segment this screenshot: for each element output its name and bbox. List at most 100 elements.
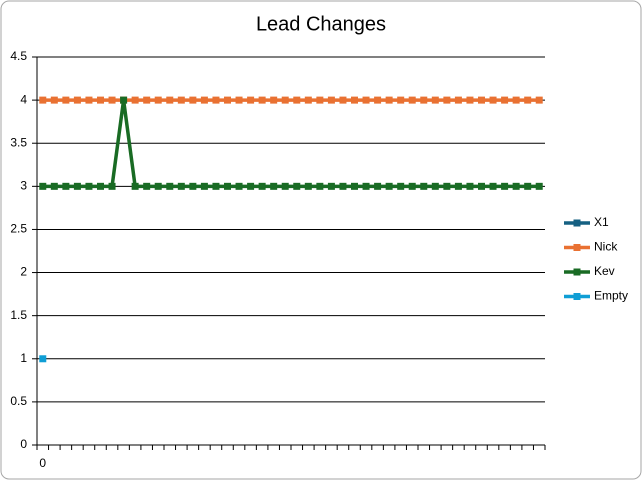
point-marker <box>108 96 116 104</box>
point-marker <box>466 182 474 190</box>
point-marker <box>258 182 266 190</box>
point-marker <box>420 96 428 104</box>
point-marker <box>454 182 462 190</box>
point-marker <box>431 182 439 190</box>
y-tick-label: 4.5 <box>10 49 27 63</box>
point-marker <box>408 182 416 190</box>
point-marker <box>478 96 485 104</box>
point-marker <box>224 182 231 190</box>
legend-marker <box>573 268 581 276</box>
point-marker <box>85 96 93 104</box>
point-marker <box>443 96 451 104</box>
point-marker <box>270 182 278 190</box>
y-tick-label: 1 <box>20 351 27 365</box>
y-tick-label: 3.5 <box>10 135 27 149</box>
point-marker <box>97 96 104 104</box>
point-marker <box>50 182 58 190</box>
y-tick-label: 1.5 <box>10 308 27 322</box>
legend-label: Nick <box>594 240 618 254</box>
point-marker <box>189 96 197 104</box>
point-marker <box>535 96 543 104</box>
point-marker <box>166 96 174 104</box>
point-marker <box>224 96 231 104</box>
point-marker <box>270 96 278 104</box>
y-tick-label: 0 <box>20 437 27 451</box>
point-marker <box>454 96 462 104</box>
point-marker <box>39 355 47 363</box>
point-marker <box>235 96 243 104</box>
point-marker <box>212 96 220 104</box>
point-marker <box>524 182 532 190</box>
point-marker <box>351 182 358 190</box>
y-tick-label: 0.5 <box>10 394 27 408</box>
y-tick-label: 3 <box>20 179 27 193</box>
point-marker <box>189 182 197 190</box>
point-marker <box>478 182 485 190</box>
point-marker <box>316 96 324 104</box>
point-marker <box>212 182 220 190</box>
point-marker <box>200 96 208 104</box>
point-marker <box>177 96 185 104</box>
point-marker <box>50 96 58 104</box>
point-marker <box>166 182 174 190</box>
point-marker <box>281 182 289 190</box>
point-marker <box>85 182 93 190</box>
y-tick-label: 2 <box>20 265 27 279</box>
point-marker <box>327 182 335 190</box>
legend-marker <box>573 244 581 251</box>
point-marker <box>501 96 509 104</box>
point-marker <box>247 96 255 104</box>
point-marker <box>397 182 405 190</box>
point-marker <box>420 182 428 190</box>
point-marker <box>535 182 543 190</box>
point-marker <box>339 182 347 190</box>
point-marker <box>304 182 312 190</box>
point-marker <box>154 182 162 190</box>
point-marker <box>489 182 497 190</box>
point-marker <box>374 96 382 104</box>
point-marker <box>62 96 70 104</box>
legend-label: X1 <box>594 215 609 229</box>
point-marker <box>327 96 335 104</box>
point-marker <box>177 182 185 190</box>
point-marker <box>131 182 139 190</box>
point-marker <box>489 96 497 104</box>
legend-marker <box>573 219 581 227</box>
point-marker <box>443 182 451 190</box>
point-marker <box>143 96 151 104</box>
chart-title: Lead Changes <box>256 13 386 35</box>
point-marker <box>524 96 532 104</box>
point-marker <box>374 182 382 190</box>
point-marker <box>258 96 266 104</box>
point-marker <box>293 182 301 190</box>
y-tick-label: 4 <box>20 92 27 106</box>
legend-label: Kev <box>594 264 615 278</box>
point-marker <box>200 182 208 190</box>
point-marker <box>73 96 81 104</box>
point-marker <box>362 182 370 190</box>
legend-label: Empty <box>594 289 628 303</box>
y-tick-label: 2.5 <box>10 222 27 236</box>
point-marker <box>247 182 255 190</box>
point-marker <box>293 96 301 104</box>
point-marker <box>143 182 151 190</box>
point-marker <box>385 182 393 190</box>
point-marker <box>97 182 104 190</box>
point-marker <box>304 96 312 104</box>
point-marker <box>512 182 520 190</box>
x-tick-label: 0 <box>39 456 46 470</box>
point-marker <box>466 96 474 104</box>
point-marker <box>235 182 243 190</box>
point-marker <box>73 182 81 190</box>
point-marker <box>62 182 70 190</box>
legend-marker <box>573 293 581 300</box>
point-marker <box>397 96 405 104</box>
point-marker <box>339 96 347 104</box>
point-marker <box>351 96 358 104</box>
point-marker <box>39 182 47 190</box>
point-marker <box>385 96 393 104</box>
point-marker <box>362 96 370 104</box>
point-marker <box>501 182 509 190</box>
